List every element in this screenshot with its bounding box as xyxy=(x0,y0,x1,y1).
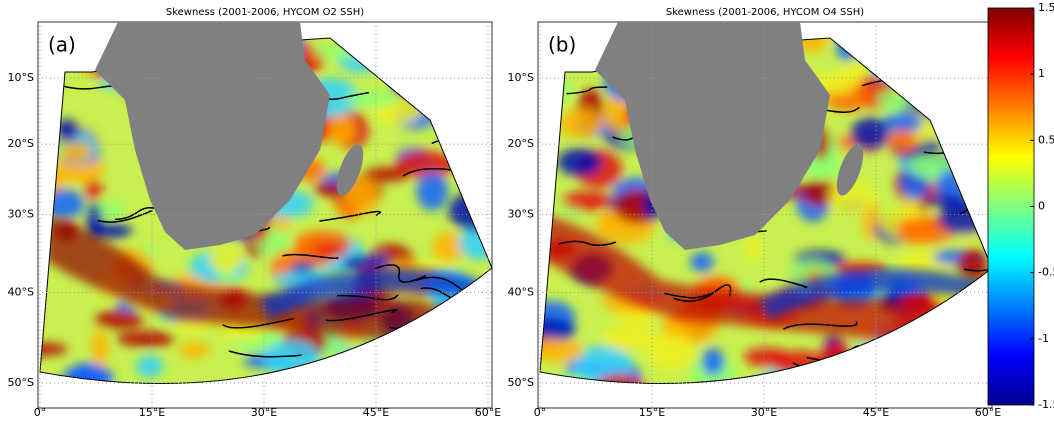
blob xyxy=(344,91,399,107)
blob xyxy=(116,331,175,347)
colorbar-tick-label: 0.5 xyxy=(1038,133,1054,146)
colorbar-tick-label: 0 xyxy=(1038,200,1045,213)
blob xyxy=(559,109,603,139)
blob xyxy=(91,329,108,367)
map-panel: 10°S 20°S 30°S 40°S 50°S 0° 15°E 30°E 45°E 60°E Sk… xyxy=(508,7,1026,418)
lat-tick-label: 50°S xyxy=(508,376,534,389)
colorbar-tick-label: 1.5 xyxy=(1038,1,1054,14)
blob xyxy=(209,245,243,272)
lon-tick-label: 15°E xyxy=(639,406,665,418)
blob xyxy=(702,348,724,376)
blob xyxy=(601,326,657,351)
lat-tick-label: 20°S xyxy=(8,137,34,150)
blob xyxy=(690,252,714,272)
lat-tick-label: 50°S xyxy=(8,376,34,389)
colorbar-tick-label: 1 xyxy=(1038,67,1045,80)
lat-tick-label: 30°S xyxy=(508,208,534,221)
lon-tick-label: 15°E xyxy=(139,406,165,418)
lon-tick-label: 30°E xyxy=(751,406,777,418)
lat-tick-label: 20°S xyxy=(508,137,534,150)
panel-title: Skewness (2001-2006, HYCOM O2 SSH) xyxy=(166,7,364,18)
lat-tick-label: 40°S xyxy=(8,286,34,299)
lat-tick-label: 40°S xyxy=(508,286,534,299)
blob xyxy=(179,342,210,358)
lat-tick-label: 30°S xyxy=(8,208,34,221)
blob xyxy=(95,310,144,329)
colorbar-tick-label: -1.5 xyxy=(1038,398,1054,411)
figure: 10°S 20°S 30°S 40°S 50°S 0° 15°E 30°E 45°E 60°E Sk… xyxy=(0,0,1054,418)
colorbar-tick-label: -0.5 xyxy=(1038,266,1054,279)
blob xyxy=(312,244,347,257)
lon-tick-label: 0° xyxy=(534,406,547,418)
lat-tick-label: 10°S xyxy=(8,71,34,84)
lat-tick-label: 10°S xyxy=(508,71,534,84)
blob xyxy=(364,167,411,181)
panel-title: Skewness (2001-2006, HYCOM O4 SSH) xyxy=(666,7,864,18)
blob xyxy=(136,355,162,377)
blob xyxy=(562,191,612,211)
blob xyxy=(887,130,917,155)
map-panel: 10°S 20°S 30°S 40°S 50°S 0° 15°E 30°E 45°E 60°E Sk… xyxy=(8,7,522,418)
lon-tick-label: 45°E xyxy=(863,406,889,418)
blob xyxy=(328,114,355,146)
blob xyxy=(557,148,602,176)
blob xyxy=(60,142,92,163)
lon-tick-label: 60°E xyxy=(475,406,501,418)
lon-tick-label: 45°E xyxy=(363,406,389,418)
colorbar xyxy=(988,8,1034,405)
blob xyxy=(746,237,762,261)
lon-tick-label: 60°E xyxy=(975,406,1001,418)
lon-tick-label: 0° xyxy=(34,406,47,418)
panel-label: (b) xyxy=(548,33,576,57)
blob xyxy=(416,171,448,210)
blob xyxy=(85,180,103,200)
panel-label: (a) xyxy=(48,33,76,57)
lon-tick-label: 30°E xyxy=(251,406,277,418)
colorbar-tick-label: -1 xyxy=(1038,332,1049,345)
